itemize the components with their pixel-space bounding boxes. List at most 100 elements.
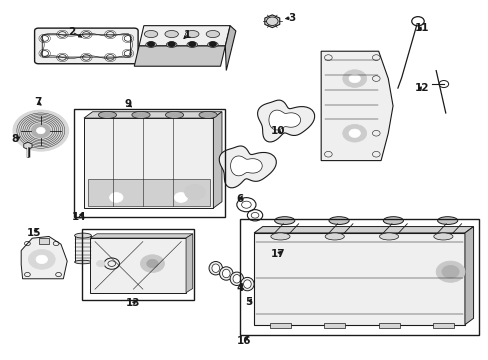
Text: 16: 16 [237, 336, 251, 346]
Text: 4: 4 [236, 283, 243, 293]
FancyBboxPatch shape [42, 35, 130, 57]
Text: 5: 5 [245, 297, 252, 307]
Circle shape [348, 129, 360, 138]
Circle shape [31, 123, 50, 138]
Polygon shape [213, 112, 222, 208]
Ellipse shape [132, 111, 150, 118]
Polygon shape [139, 26, 230, 46]
Polygon shape [185, 234, 192, 293]
Text: 7: 7 [34, 98, 41, 107]
Bar [378, 323, 399, 328]
Text: 11: 11 [414, 23, 428, 33]
Circle shape [441, 265, 458, 278]
Circle shape [13, 110, 68, 151]
Text: 10: 10 [270, 126, 285, 136]
Circle shape [36, 255, 47, 264]
Text: 12: 12 [414, 83, 428, 93]
Circle shape [208, 41, 216, 47]
Ellipse shape [379, 233, 398, 240]
Bar [90, 238, 185, 293]
Circle shape [96, 260, 105, 267]
FancyBboxPatch shape [35, 28, 138, 64]
Ellipse shape [240, 277, 254, 291]
Bar [239, 219, 478, 335]
Ellipse shape [185, 31, 199, 37]
Ellipse shape [219, 267, 232, 280]
Polygon shape [268, 110, 300, 130]
Circle shape [146, 259, 158, 268]
Polygon shape [21, 237, 67, 279]
Text: 1: 1 [183, 30, 190, 40]
Ellipse shape [433, 233, 452, 240]
Circle shape [342, 70, 366, 87]
Circle shape [184, 184, 205, 200]
Ellipse shape [206, 31, 219, 37]
Polygon shape [464, 226, 472, 325]
Polygon shape [84, 112, 222, 118]
Circle shape [37, 127, 45, 134]
Text: 9: 9 [125, 99, 132, 109]
Ellipse shape [222, 269, 230, 278]
Circle shape [140, 255, 164, 273]
Bar [84, 118, 213, 208]
Ellipse shape [186, 42, 197, 48]
Circle shape [348, 74, 360, 83]
Bar [88, 179, 209, 206]
Text: 17: 17 [270, 249, 285, 259]
Ellipse shape [211, 264, 219, 273]
Ellipse shape [144, 31, 158, 37]
Polygon shape [134, 46, 225, 66]
Polygon shape [24, 142, 32, 149]
Ellipse shape [274, 217, 294, 224]
Ellipse shape [208, 261, 222, 275]
Ellipse shape [325, 233, 344, 240]
Ellipse shape [230, 272, 243, 285]
Ellipse shape [243, 280, 251, 288]
Text: 13: 13 [126, 298, 140, 309]
Bar [269, 323, 290, 328]
Bar [254, 233, 464, 325]
Text: 15: 15 [26, 228, 41, 238]
Ellipse shape [166, 42, 177, 48]
Circle shape [188, 41, 196, 47]
Circle shape [147, 41, 155, 47]
Text: 6: 6 [236, 194, 243, 204]
Bar [40, 238, 49, 244]
Ellipse shape [75, 260, 91, 264]
Ellipse shape [75, 233, 91, 238]
Ellipse shape [165, 111, 183, 118]
Circle shape [342, 125, 366, 142]
Circle shape [167, 41, 175, 47]
Bar [74, 109, 225, 217]
Polygon shape [230, 156, 262, 176]
Ellipse shape [383, 217, 403, 224]
Circle shape [28, 249, 55, 269]
Bar [432, 323, 453, 328]
Bar [75, 235, 91, 262]
Polygon shape [225, 26, 235, 71]
Ellipse shape [270, 233, 289, 240]
Text: 8: 8 [12, 134, 19, 144]
Polygon shape [264, 15, 279, 28]
Text: 3: 3 [288, 13, 295, 23]
Ellipse shape [199, 111, 217, 118]
Bar [324, 323, 345, 328]
Ellipse shape [98, 111, 116, 118]
Ellipse shape [437, 217, 457, 224]
Bar [81, 229, 194, 300]
Ellipse shape [145, 42, 156, 48]
Polygon shape [257, 100, 314, 142]
Ellipse shape [232, 275, 240, 283]
Ellipse shape [328, 217, 348, 224]
Polygon shape [321, 51, 392, 161]
Ellipse shape [164, 31, 178, 37]
Polygon shape [219, 146, 276, 188]
Text: 2: 2 [68, 27, 76, 37]
Polygon shape [254, 226, 472, 233]
Circle shape [174, 193, 187, 202]
Polygon shape [90, 234, 192, 238]
Ellipse shape [207, 42, 218, 48]
Circle shape [109, 193, 123, 202]
Text: 14: 14 [72, 212, 86, 222]
Circle shape [435, 261, 464, 282]
